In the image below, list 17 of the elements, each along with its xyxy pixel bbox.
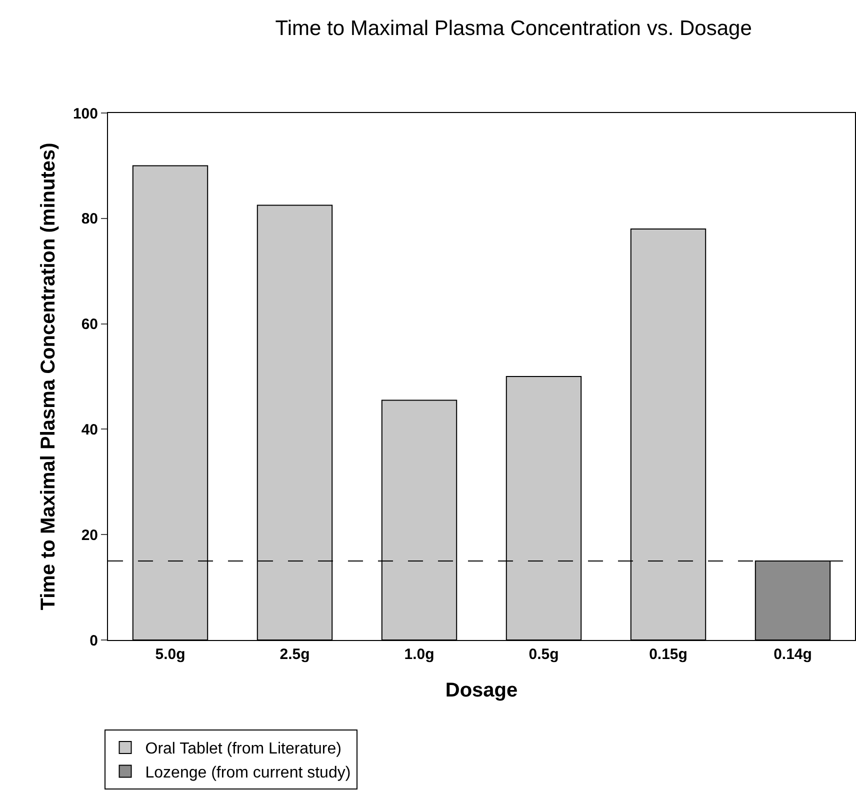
x-tick-label: 1.0g <box>404 646 434 663</box>
y-tick-label: 100 <box>72 105 98 122</box>
y-tick-label: 40 <box>81 421 98 438</box>
y-tick-label: 0 <box>90 632 98 650</box>
x-axis-title: Dosage <box>445 680 518 702</box>
x-tick-label: 0.15g <box>649 646 688 663</box>
x-tick-label: 0.14g <box>774 646 812 663</box>
x-tick-label: 2.5g <box>280 646 310 663</box>
chart-title: Time to Maximal Plasma Concentration vs. Dosage <box>275 16 752 40</box>
y-tick-label: 60 <box>81 316 98 334</box>
legend-label: Lozenge (from current study) <box>145 764 351 782</box>
y-tick-label: 80 <box>81 210 98 228</box>
y-axis-title: Time to Maximal Plasma Concentration (minutes) <box>37 142 60 610</box>
x-tick-label: 0.5g <box>528 646 559 663</box>
y-tick-label: 20 <box>81 526 98 544</box>
legend-label: Oral Tablet (from Literature) <box>145 740 342 758</box>
x-tick-label: 5.0g <box>155 646 186 663</box>
